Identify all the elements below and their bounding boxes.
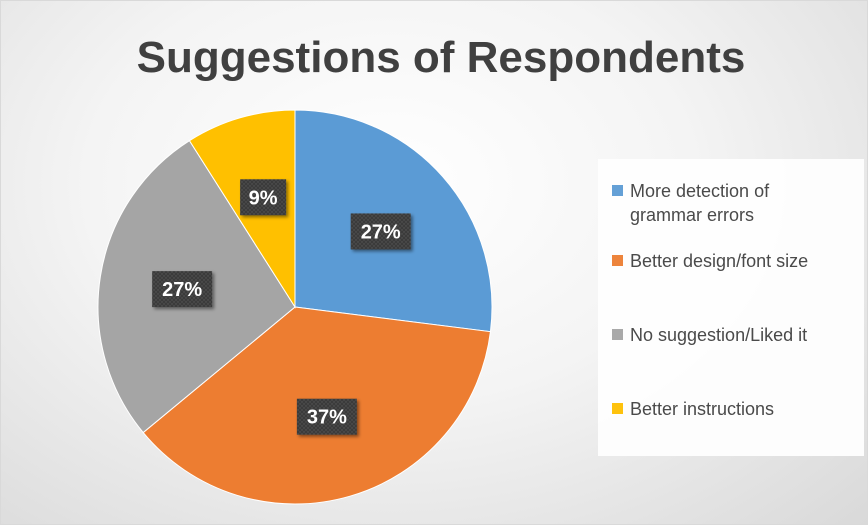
chart-title: Suggestions of Respondents [136, 33, 746, 82]
legend-label: No suggestion/Liked it [630, 325, 808, 345]
data-label-better-instructions: 9% [240, 179, 287, 216]
legend-swatch [612, 185, 623, 196]
legend: More detection of grammar errors Better d… [598, 159, 864, 456]
data-label-box [152, 271, 213, 308]
legend-swatch [612, 403, 623, 414]
data-label-text: 27% [162, 279, 202, 301]
data-label-text: 9% [249, 187, 278, 209]
legend-swatch [612, 255, 623, 266]
data-label-text: 37% [307, 407, 347, 429]
data-label-more-detection-of-grammar-errors: 27% [350, 213, 411, 250]
data-label-better-design-font-size: 37% [296, 398, 357, 435]
data-label-box [350, 213, 411, 250]
data-label-text: 27% [361, 221, 401, 243]
legend-label: Better instructions [630, 399, 775, 419]
data-label-box [240, 179, 287, 216]
data-label-box [296, 398, 357, 435]
legend-label: More detection of grammar errors [630, 181, 770, 225]
data-label-no-suggestion-liked-it: 27% [152, 271, 213, 308]
legend-swatch [612, 329, 623, 340]
legend-label: Better design/font size [630, 251, 809, 271]
